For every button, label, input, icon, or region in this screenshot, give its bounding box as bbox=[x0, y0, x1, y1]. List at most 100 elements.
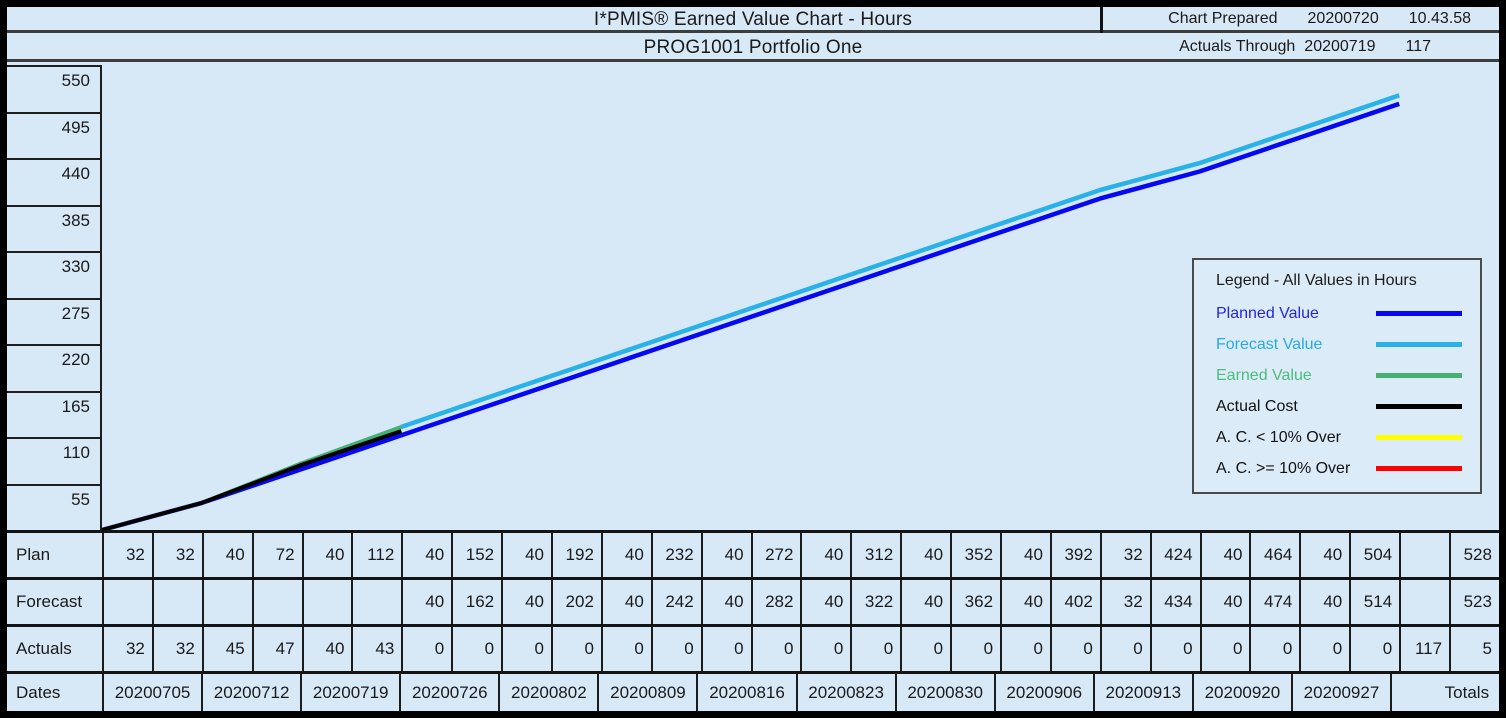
y-axis-tick-label: 275 bbox=[7, 297, 100, 345]
value-cell: 40 bbox=[700, 580, 751, 624]
legend-item-label: A. C. < 10% Over bbox=[1216, 428, 1341, 446]
value-cell: 40 bbox=[401, 533, 451, 577]
value-cell: 232 bbox=[650, 533, 701, 577]
actuals-through-info: Actuals Through 20200719 117 bbox=[1179, 38, 1431, 56]
actuals-through-label: Actuals Through bbox=[1179, 38, 1296, 55]
value-cell: 282 bbox=[750, 580, 801, 624]
value-cell: 40 bbox=[900, 533, 950, 577]
table-row-forecast: Forecast 40 162 40 202 40 242 40 282 40 322 40 362 40… bbox=[7, 577, 1499, 624]
actuals-through-value: 117 bbox=[1405, 38, 1431, 55]
date-cell: 20200830 bbox=[894, 674, 994, 711]
legend-item-label: Actual Cost bbox=[1216, 397, 1298, 415]
value-cell: 0 bbox=[1149, 627, 1200, 671]
y-axis-tick-label: 330 bbox=[7, 251, 100, 298]
value-cell: 202 bbox=[551, 580, 601, 624]
page-title: I*PMIS® Earned Value Chart - Hours bbox=[593, 9, 913, 30]
value-cell bbox=[351, 580, 401, 624]
actual-value-line bbox=[101, 429, 403, 532]
value-cell: 162 bbox=[451, 580, 501, 624]
value-cell: 312 bbox=[850, 533, 900, 577]
value-cell: 47 bbox=[251, 627, 302, 671]
value-cell: 40 bbox=[1000, 580, 1050, 624]
y-axis-tick-label: 165 bbox=[7, 390, 100, 438]
value-cell: 40 bbox=[1299, 533, 1349, 577]
value-cell: 474 bbox=[1249, 580, 1299, 624]
value-cell: 523 bbox=[1449, 580, 1499, 624]
report-canvas: I*PMIS® Earned Value Chart - Hours Chart… bbox=[7, 7, 1499, 711]
legend-line-swatch bbox=[1376, 342, 1462, 347]
value-cell: 362 bbox=[950, 580, 1000, 624]
data-table: Plan 32 32 40 72 40 112 40 152 40 192 40 232 40 272 40 3… bbox=[7, 530, 1499, 711]
row-label: Dates bbox=[16, 682, 61, 702]
date-cell: 20200802 bbox=[498, 674, 597, 711]
date-cell: Totals bbox=[1390, 674, 1499, 711]
value-cell: 0 bbox=[1049, 627, 1100, 671]
legend-item-forecast-value: Forecast Value bbox=[1216, 329, 1480, 360]
date-cell: 20200705 bbox=[102, 674, 201, 711]
value-cell: 152 bbox=[451, 533, 501, 577]
value-cell: 0 bbox=[950, 627, 1000, 671]
row-label: Forecast bbox=[16, 592, 83, 611]
value-cell bbox=[102, 580, 152, 624]
value-cell: 40 bbox=[1000, 533, 1050, 577]
chart-plot-area bbox=[101, 65, 1499, 533]
chart-prepared-date: 20200720 bbox=[1307, 10, 1379, 27]
value-cell: 0 bbox=[551, 627, 601, 671]
legend-item-a-c-10-over: A. C. >= 10% Over bbox=[1216, 453, 1480, 484]
value-cell: 40 bbox=[800, 533, 850, 577]
value-cell: 0 bbox=[1249, 627, 1299, 671]
value-cell: 0 bbox=[900, 627, 950, 671]
value-cell: 0 bbox=[1299, 627, 1349, 671]
value-cell: 0 bbox=[1349, 627, 1399, 671]
value-cell: 40 bbox=[401, 580, 451, 624]
table-row-actuals: Actuals 32 32 45 47 40 43 0 0 0 0 0 0 0 0 0 0 0 0 0 0 0 0 0 0 0 0 1… bbox=[7, 624, 1499, 671]
value-cell: 40 bbox=[600, 533, 651, 577]
value-cell: 32 bbox=[1099, 580, 1150, 624]
date-cell: 20200726 bbox=[399, 674, 498, 711]
legend-line-swatch bbox=[1376, 404, 1462, 409]
value-cell: 242 bbox=[650, 580, 701, 624]
value-cell: 40 bbox=[501, 580, 551, 624]
chart-prepared-label: Chart Prepared bbox=[1168, 10, 1278, 27]
date-cell: 20200816 bbox=[696, 674, 795, 711]
value-cell: 402 bbox=[1049, 580, 1100, 624]
legend-line-swatch bbox=[1376, 311, 1462, 316]
value-cell: 32 bbox=[1099, 533, 1150, 577]
value-cell: 5 bbox=[1449, 627, 1499, 671]
value-cell: 32 bbox=[102, 627, 152, 671]
value-cell: 40 bbox=[301, 627, 352, 671]
forecast-value-line bbox=[400, 93, 1400, 430]
date-cell: 20200719 bbox=[300, 674, 399, 711]
y-axis-tick-label: 495 bbox=[7, 111, 100, 159]
value-cell: 40 bbox=[700, 533, 751, 577]
row-label: Plan bbox=[16, 545, 51, 564]
date-cell: 20200920 bbox=[1191, 674, 1291, 711]
y-axis-tick-label: 440 bbox=[7, 158, 100, 205]
value-cell: 352 bbox=[950, 533, 1000, 577]
value-cell: 40 bbox=[600, 580, 651, 624]
legend-line-swatch bbox=[1376, 373, 1462, 378]
y-axis-tick-label: 110 bbox=[7, 437, 100, 484]
value-cell: 40 bbox=[301, 533, 352, 577]
legend-items: Planned Value Forecast Value Earned Value A… bbox=[1216, 298, 1480, 484]
value-cell: 0 bbox=[501, 627, 551, 671]
value-cell: 0 bbox=[1099, 627, 1150, 671]
value-cell: 504 bbox=[1349, 533, 1399, 577]
value-cell: 32 bbox=[102, 533, 152, 577]
value-cell bbox=[301, 580, 352, 624]
value-cell bbox=[201, 580, 252, 624]
value-cell: 72 bbox=[251, 533, 302, 577]
value-cell: 0 bbox=[850, 627, 900, 671]
legend-item-label: A. C. >= 10% Over bbox=[1216, 459, 1351, 477]
value-cell: 32 bbox=[151, 533, 202, 577]
value-cell: 0 bbox=[800, 627, 850, 671]
date-cell: 20200913 bbox=[1092, 674, 1192, 711]
value-cell: 43 bbox=[351, 627, 401, 671]
value-cell: 0 bbox=[650, 627, 701, 671]
table-row-dates: Dates 20200705 20200712 20200719 20200726 202… bbox=[7, 671, 1499, 711]
value-cell: 40 bbox=[501, 533, 551, 577]
value-cell: 0 bbox=[600, 627, 651, 671]
value-cell bbox=[1399, 533, 1449, 577]
date-cell: 20200927 bbox=[1290, 674, 1390, 711]
value-cell: 528 bbox=[1449, 533, 1499, 577]
